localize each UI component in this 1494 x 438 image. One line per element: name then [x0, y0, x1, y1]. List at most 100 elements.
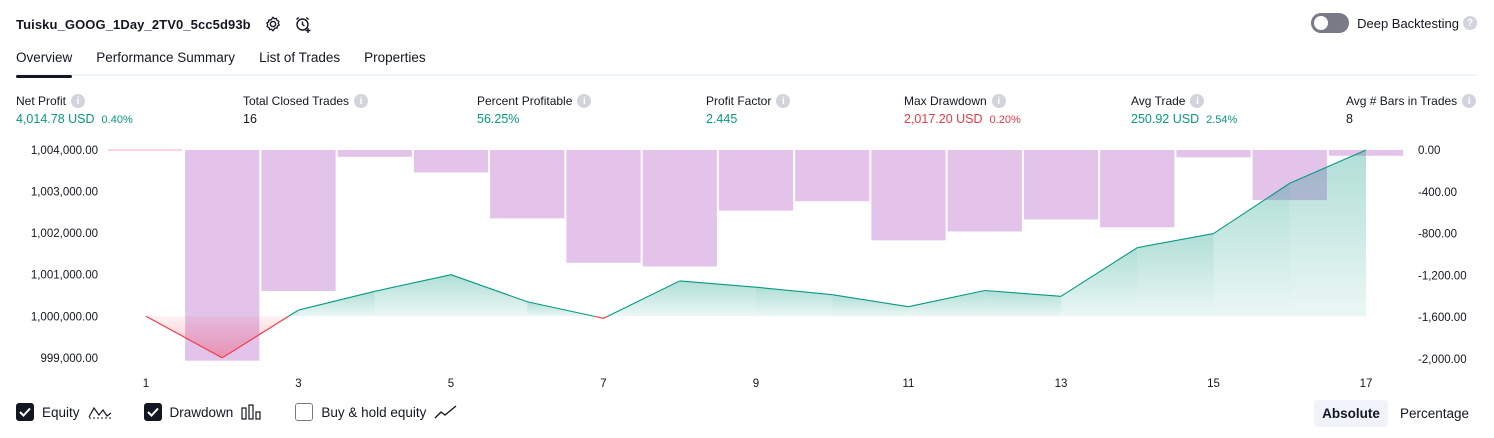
legend-label: Buy & hold equity [321, 404, 427, 420]
info-icon[interactable]: i [71, 94, 86, 108]
x-axis-label: 13 [1055, 378, 1068, 390]
alarm-add-icon[interactable] [291, 12, 315, 36]
equity-line-segment [145, 315, 223, 359]
metrics-strip: Net Profit i 4,014.78 USD 0.40% Total Clos… [0, 94, 1494, 134]
equity-line-segment [288, 309, 299, 317]
metric-label: Profit Factor [706, 94, 772, 108]
left-axis-label: 1,002,000.00 [31, 228, 98, 240]
right-axis-label: -400.00 [1418, 187, 1457, 199]
equity-line-segment [679, 280, 757, 288]
metric-value: 2,017.20 USD [904, 112, 983, 126]
left-axis-label: 1,004,000.00 [31, 145, 98, 157]
metric-percent: 0.40% [101, 114, 133, 126]
right-axis-label: 0.00 [1418, 145, 1440, 157]
drawdown-checkbox[interactable] [143, 403, 162, 421]
equity-area-positive [607, 280, 680, 317]
drawdown-bar [1100, 150, 1175, 228]
equity-line-segment [607, 280, 680, 317]
absolute-button[interactable]: Absolute [1314, 400, 1388, 427]
tab-properties[interactable]: Properties [364, 50, 426, 65]
legend-buy-hold[interactable]: Buy & hold equity [295, 403, 458, 421]
tab-overview[interactable]: Overview [16, 46, 73, 78]
equity-line-segment [221, 315, 289, 359]
equity-line-segment [450, 274, 528, 303]
equity-area-positive [679, 280, 756, 317]
x-axis-label: 1 [143, 378, 149, 390]
metric-percent-profitable: Percent Profitable i 56.25% [477, 94, 592, 126]
equity-area-positive [1213, 183, 1290, 317]
equity-area-positive [832, 294, 909, 317]
metric-total-closed-trades: Total Closed Trades i 16 [243, 94, 369, 126]
equity-area-positive [1137, 233, 1214, 317]
legend-drawdown[interactable]: Drawdown [143, 403, 264, 421]
equity-area-positive [756, 287, 833, 317]
equity-line-icon [88, 404, 112, 420]
metric-percent: 0.20% [989, 114, 1021, 126]
metric-value: 8 [1346, 112, 1353, 126]
drawdown-bar [261, 150, 336, 291]
left-axis-label: 1,003,000.00 [31, 187, 98, 199]
help-icon[interactable]: ? [1463, 16, 1477, 30]
drawdown-bar [642, 150, 717, 267]
report-tabs: Overview Performance Summary List of Tra… [16, 46, 1477, 78]
deep-backtesting-toggle[interactable] [1311, 13, 1350, 33]
tab-list-of-trades[interactable]: List of Trades [259, 50, 341, 65]
info-icon[interactable]: i [1462, 94, 1477, 108]
info-icon[interactable]: i [577, 94, 592, 108]
deep-backtesting: Deep Backtesting ? [1311, 13, 1477, 33]
info-icon[interactable]: i [991, 94, 1006, 108]
right-axis-label: -800.00 [1418, 229, 1457, 241]
drawdown-bar [413, 150, 489, 173]
right-axis-label: -1,200.00 [1418, 270, 1467, 282]
equity-area-positive [984, 290, 1061, 317]
percentage-button[interactable]: Percentage [1399, 406, 1469, 421]
metric-net-profit: Net Profit i 4,014.78 USD 0.40% [16, 94, 133, 126]
strategy-header: Tuisku_GOOG_1Day_2TV0_5cc5d93b [16, 12, 315, 36]
drawdown-bar [1176, 150, 1251, 158]
metric-value: 4,014.78 USD [16, 112, 95, 126]
scale-mode-group: Absolute Percentage [1310, 400, 1477, 427]
equity-area-positive [1289, 150, 1366, 317]
equity-line-segment [908, 289, 985, 308]
drawdown-bar [566, 150, 641, 263]
left-axis-label: 1,001,000.00 [31, 270, 98, 282]
equity-chart[interactable]: 1,004,000.00 1,003,000.00 1,002,000.00 1,00… [0, 140, 1494, 395]
x-axis-label: 9 [753, 378, 759, 390]
equity-area-positive [1061, 247, 1138, 317]
metric-label: Total Closed Trades [243, 94, 350, 108]
metric-label: Max Drawdown [904, 94, 987, 108]
metric-label: Percent Profitable [477, 94, 573, 108]
legend-label: Equity [42, 404, 80, 420]
metric-profit-factor: Profit Factor i 2.445 [706, 94, 791, 126]
metric-value: 16 [243, 112, 257, 126]
equity-checkbox[interactable] [16, 403, 34, 421]
equity-line-segment [603, 315, 608, 319]
info-icon[interactable]: i [354, 94, 369, 108]
legend-equity[interactable]: Equity [16, 403, 112, 421]
gear-icon[interactable] [261, 12, 285, 36]
equity-line-segment [298, 290, 375, 311]
metric-label: Avg Trade [1131, 94, 1186, 108]
buy-hold-checkbox[interactable] [295, 403, 314, 421]
equity-line-segment [1289, 149, 1367, 184]
equity-area-positive [451, 274, 528, 317]
info-icon[interactable]: i [1190, 94, 1205, 108]
x-axis-label: 7 [600, 378, 606, 390]
legend-label: Drawdown [169, 404, 234, 420]
buy-hold-line-icon [434, 404, 458, 420]
tab-performance-summary[interactable]: Performance Summary [96, 50, 236, 65]
metric-value: 250.92 USD [1131, 112, 1200, 126]
x-axis-label: 17 [1360, 378, 1373, 390]
equity-line-segment [374, 274, 452, 292]
equity-line-segment [832, 294, 909, 308]
drawdown-bars-icon [241, 404, 263, 420]
x-axis-label: 5 [448, 378, 454, 390]
metric-avg-trade: Avg Trade i 250.92 USD 2.54% [1131, 94, 1237, 126]
equity-line-segment [527, 301, 595, 317]
right-axis-label: -1,600.00 [1418, 312, 1467, 324]
drawdown-bar [1023, 150, 1099, 220]
info-icon[interactable]: i [776, 94, 791, 108]
x-axis-label: 15 [1207, 378, 1220, 390]
equity-line-segment [984, 289, 1062, 297]
equity-line-segment [1137, 233, 1214, 249]
